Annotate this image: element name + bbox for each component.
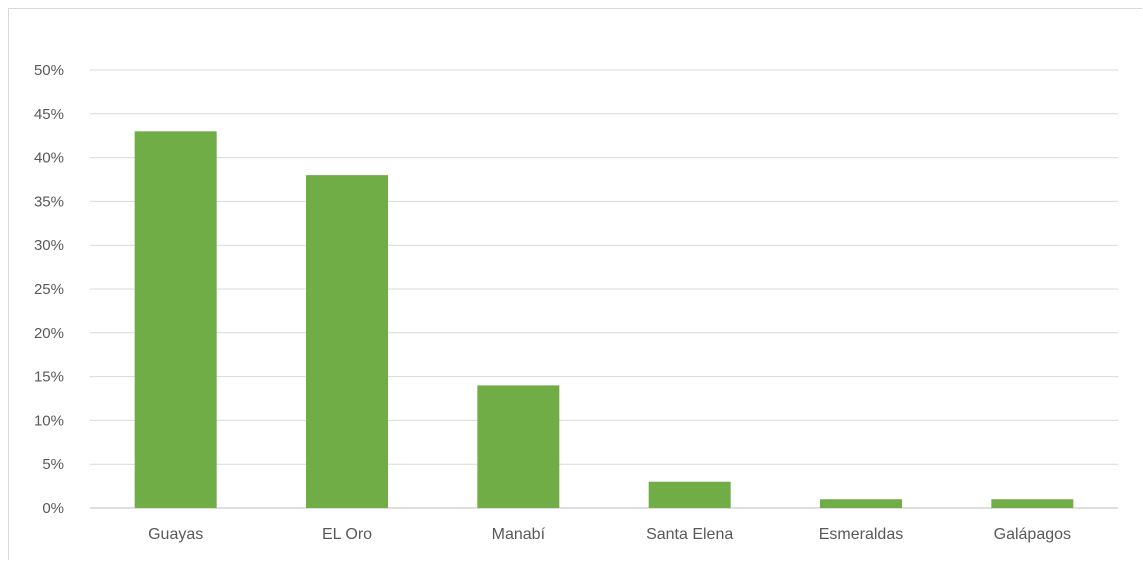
bar [306,175,388,508]
y-tick-label: 50% [34,62,64,79]
y-tick-label: 10% [34,412,64,429]
x-category-label: Manabí [492,526,546,543]
y-tick-label: 45% [34,106,64,123]
x-category-label: Guayas [148,526,203,543]
x-category-label: Galápagos [994,526,1071,543]
bar [820,499,902,508]
bar [477,385,560,508]
y-tick-label: 30% [34,237,64,254]
x-category-label: Santa Elena [646,526,733,543]
bar [134,131,217,508]
y-tick-label: 25% [34,281,64,298]
y-tick-label: 5% [42,456,64,473]
y-tick-label: 20% [34,325,64,342]
y-tick-label: 35% [34,193,64,210]
y-tick-label: 15% [34,369,64,386]
x-category-label: EL Oro [322,526,372,543]
y-tick-label: 40% [34,150,64,167]
bar [991,499,1074,508]
bar [648,481,731,508]
x-category-label: Esmeraldas [819,526,903,543]
y-tick-label: 0% [42,500,64,517]
